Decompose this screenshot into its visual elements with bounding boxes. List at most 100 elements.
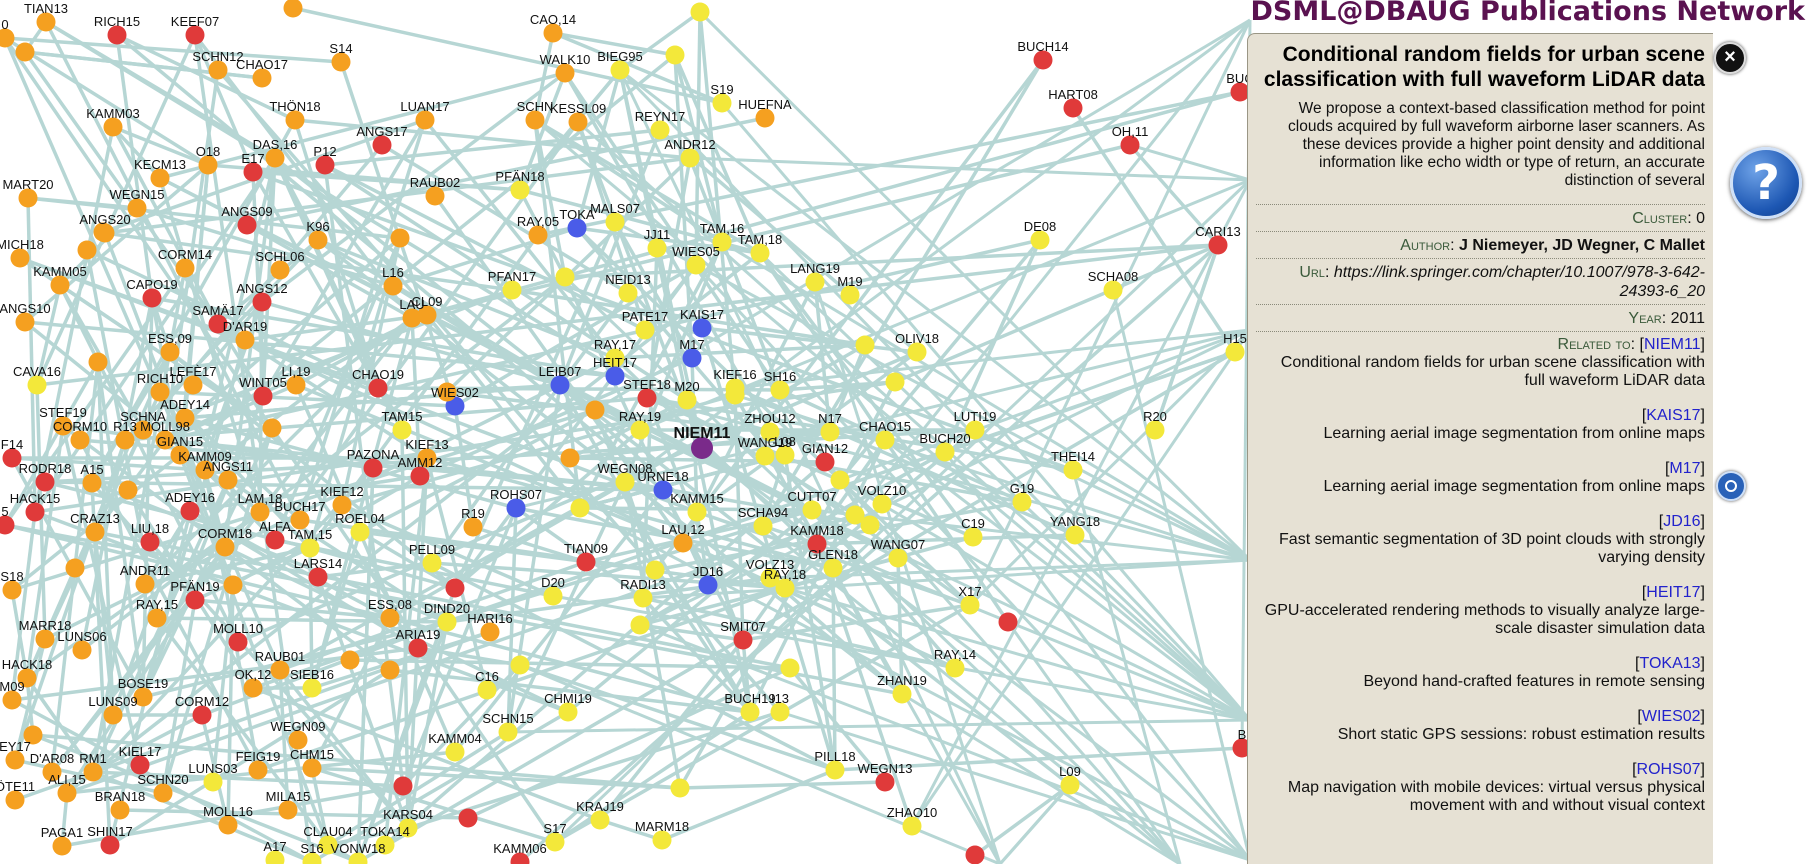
graph-node[interactable] <box>170 445 190 465</box>
graph-node[interactable] <box>363 458 383 478</box>
graph-node[interactable] <box>82 473 102 493</box>
graph-node[interactable] <box>103 705 123 725</box>
graph-node[interactable] <box>2 448 22 468</box>
graph-node[interactable] <box>560 448 580 468</box>
graph-node[interactable] <box>185 590 205 610</box>
graph-node[interactable] <box>331 52 351 72</box>
graph-node[interactable] <box>410 466 430 486</box>
graph-node[interactable] <box>630 615 650 635</box>
graph-node[interactable] <box>637 388 657 408</box>
graph-node[interactable] <box>568 112 588 132</box>
graph-node[interactable] <box>690 2 710 22</box>
graph-node[interactable] <box>85 522 105 542</box>
graph-node[interactable] <box>288 730 308 750</box>
graph-node[interactable] <box>160 342 180 362</box>
graph-node[interactable] <box>253 386 273 406</box>
graph-node[interactable] <box>670 778 690 798</box>
graph-node[interactable] <box>133 687 153 707</box>
graph-node[interactable] <box>5 750 25 770</box>
graph-node[interactable] <box>77 240 97 260</box>
graph-node[interactable] <box>550 375 570 395</box>
graph-node[interactable] <box>480 622 500 642</box>
graph-node[interactable] <box>682 348 702 368</box>
graph-node[interactable] <box>140 532 160 552</box>
graph-node[interactable] <box>652 830 672 850</box>
graph-node[interactable] <box>302 758 322 778</box>
graph-node[interactable] <box>18 188 38 208</box>
graph-node[interactable] <box>815 452 835 472</box>
graph-node[interactable] <box>1060 775 1080 795</box>
graph-node[interactable] <box>647 238 667 258</box>
url-value[interactable]: https://link.springer.com/chapter/10.100… <box>1333 264 1705 300</box>
graph-node[interactable] <box>590 810 610 830</box>
graph-node[interactable] <box>698 575 718 595</box>
graph-node[interactable] <box>445 578 465 598</box>
graph-node[interactable] <box>1145 420 1165 440</box>
graph-node[interactable] <box>118 480 138 500</box>
graph-node[interactable] <box>805 272 825 292</box>
graph-node[interactable] <box>770 380 790 400</box>
graph-node[interactable] <box>308 567 328 587</box>
graph-node[interactable] <box>2 580 22 600</box>
graph-node[interactable] <box>70 430 90 450</box>
graph-node[interactable] <box>375 835 395 855</box>
graph-node[interactable] <box>755 446 775 466</box>
graph-node[interactable] <box>845 505 865 525</box>
graph-node[interactable] <box>110 800 130 820</box>
graph-node[interactable] <box>965 845 985 864</box>
graph-node[interactable] <box>558 702 578 722</box>
graph-node[interactable] <box>393 776 413 796</box>
related-key-link[interactable]: [ROHS07] <box>1632 761 1705 778</box>
graph-node[interactable] <box>218 470 238 490</box>
help-button[interactable]: ? <box>1730 147 1802 219</box>
graph-node[interactable] <box>88 352 108 372</box>
graph-node[interactable] <box>195 460 215 480</box>
graph-node[interactable] <box>215 537 235 557</box>
graph-node[interactable] <box>618 283 638 303</box>
graph-node[interactable] <box>525 110 545 130</box>
graph-node[interactable] <box>630 420 650 440</box>
graph-node[interactable] <box>1120 135 1140 155</box>
graph-node[interactable] <box>437 612 457 632</box>
graph-node[interactable] <box>725 385 745 405</box>
graph-node[interactable] <box>760 568 780 588</box>
graph-node[interactable] <box>733 630 753 650</box>
graph-node[interactable] <box>25 502 45 522</box>
graph-node[interactable] <box>510 852 530 864</box>
graph-node[interactable] <box>712 93 732 113</box>
graph-node[interactable] <box>252 292 272 312</box>
graph-node[interactable] <box>458 808 478 828</box>
graph-node[interactable] <box>100 835 120 855</box>
graph-node[interactable] <box>153 783 173 803</box>
related-key-link[interactable]: [JD16] <box>1658 513 1705 530</box>
graph-node[interactable] <box>252 68 272 88</box>
graph-node[interactable] <box>510 180 530 200</box>
graph-node[interactable] <box>302 678 322 698</box>
graph-node[interactable] <box>543 586 563 606</box>
graph-node[interactable] <box>775 578 795 598</box>
graph-node[interactable] <box>807 534 827 554</box>
graph-node[interactable] <box>650 120 670 140</box>
graph-node[interactable] <box>192 705 212 725</box>
graph-node[interactable] <box>610 60 630 80</box>
graph-node[interactable] <box>270 660 290 680</box>
graph-node[interactable] <box>753 516 773 536</box>
graph-node[interactable] <box>408 638 428 658</box>
graph-node[interactable] <box>10 248 30 268</box>
graph-node[interactable] <box>402 308 422 328</box>
graph-node[interactable] <box>875 772 895 792</box>
graph-node[interactable] <box>218 815 238 835</box>
graph-node[interactable] <box>142 288 162 308</box>
graph-node[interactable] <box>1232 738 1252 758</box>
graph-node[interactable] <box>27 375 47 395</box>
graph-node[interactable] <box>605 212 625 232</box>
graph-node[interactable] <box>998 612 1018 632</box>
panel-toggle-button[interactable] <box>1716 471 1746 501</box>
graph-node[interactable] <box>17 668 37 688</box>
graph-node[interactable] <box>285 110 305 130</box>
graph-node[interactable] <box>278 800 298 820</box>
graph-node[interactable] <box>823 558 843 578</box>
graph-node[interactable] <box>57 783 77 803</box>
graph-node[interactable] <box>825 760 845 780</box>
